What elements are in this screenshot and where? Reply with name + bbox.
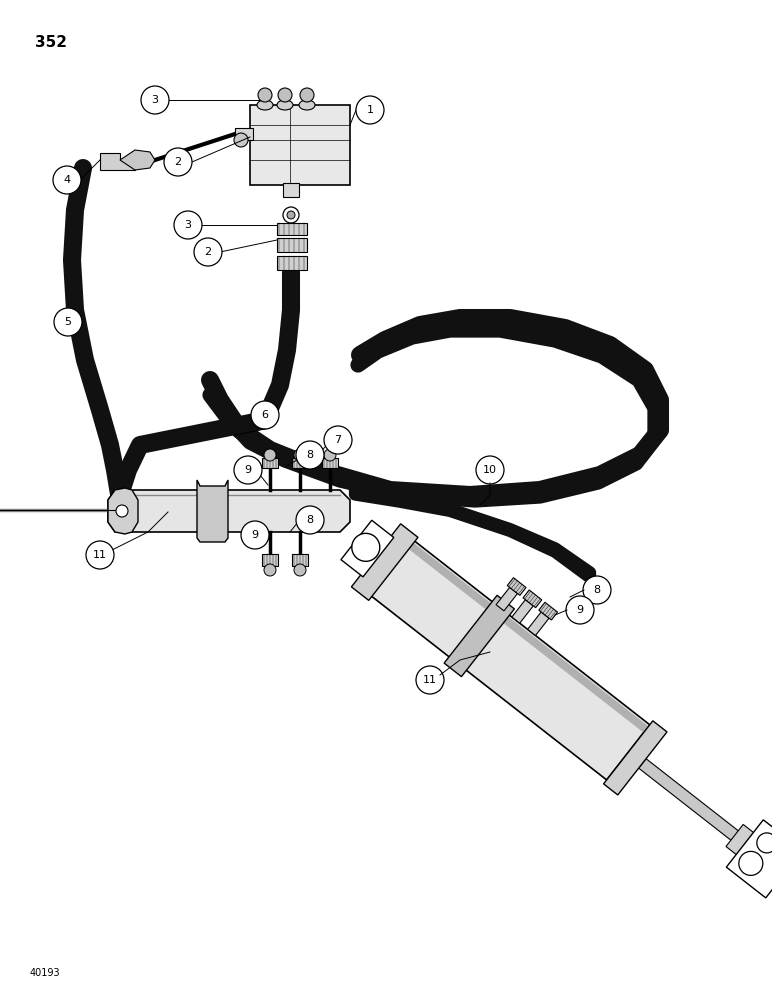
Circle shape [294,449,306,461]
Bar [283,183,299,197]
Bar [277,223,307,235]
Bar [351,524,418,600]
Bar [262,458,278,468]
Text: 8: 8 [306,450,313,460]
Circle shape [278,88,292,102]
Circle shape [241,521,269,549]
Text: 4: 4 [63,175,70,185]
Circle shape [287,211,295,219]
Circle shape [416,666,444,694]
Circle shape [324,426,352,454]
Bar [638,759,740,842]
Circle shape [116,505,128,517]
Bar [292,458,308,468]
Text: 352: 352 [35,35,67,50]
Circle shape [757,833,772,853]
Circle shape [258,88,272,102]
Bar [250,105,350,185]
Text: 3: 3 [151,95,158,105]
Bar [523,590,542,608]
Bar [292,554,308,566]
Polygon shape [100,153,135,170]
Circle shape [583,576,611,604]
Text: 9: 9 [252,530,259,540]
Text: 6: 6 [262,410,269,420]
Circle shape [566,596,594,624]
Bar [726,824,756,856]
Text: 2: 2 [205,247,212,257]
Circle shape [300,88,314,102]
Text: 1: 1 [367,105,374,115]
Circle shape [739,851,763,875]
Bar [277,256,307,270]
Circle shape [264,564,276,576]
Text: 10: 10 [483,465,497,475]
Text: 5: 5 [65,317,72,327]
Circle shape [194,238,222,266]
Bar [235,128,253,140]
Circle shape [283,207,299,223]
Ellipse shape [277,100,293,110]
Circle shape [476,456,504,484]
Bar [444,595,514,677]
Ellipse shape [257,100,273,110]
Circle shape [296,506,324,534]
Circle shape [356,96,384,124]
Text: 8: 8 [306,515,313,525]
Circle shape [234,133,248,147]
Circle shape [86,541,114,569]
Ellipse shape [299,100,315,110]
Circle shape [324,449,336,461]
Text: 2: 2 [174,157,181,167]
Bar [322,458,338,468]
Circle shape [264,449,276,461]
Text: 3: 3 [185,220,191,230]
Circle shape [141,86,169,114]
Bar [512,600,533,623]
Circle shape [296,441,324,469]
Circle shape [352,533,380,561]
Text: 40193: 40193 [30,968,61,978]
Bar [507,578,526,595]
Polygon shape [108,488,138,534]
Polygon shape [108,490,350,532]
Circle shape [294,564,306,576]
Circle shape [174,211,202,239]
Text: 8: 8 [594,585,601,595]
Text: 11: 11 [93,550,107,560]
Bar [407,542,648,733]
Bar [371,540,650,780]
Bar [527,612,549,635]
Circle shape [53,166,81,194]
Text: 9: 9 [577,605,584,615]
Bar [262,554,278,566]
Polygon shape [197,480,228,542]
Circle shape [234,456,262,484]
Circle shape [251,401,279,429]
Bar [277,238,307,252]
Bar [341,520,394,577]
Circle shape [54,308,82,336]
Bar [539,602,557,620]
Bar [726,820,772,898]
Circle shape [164,148,192,176]
Polygon shape [120,150,155,170]
Bar [496,587,517,611]
Text: 9: 9 [245,465,252,475]
Bar [604,721,667,795]
Text: 7: 7 [334,435,341,445]
Text: 11: 11 [423,675,437,685]
